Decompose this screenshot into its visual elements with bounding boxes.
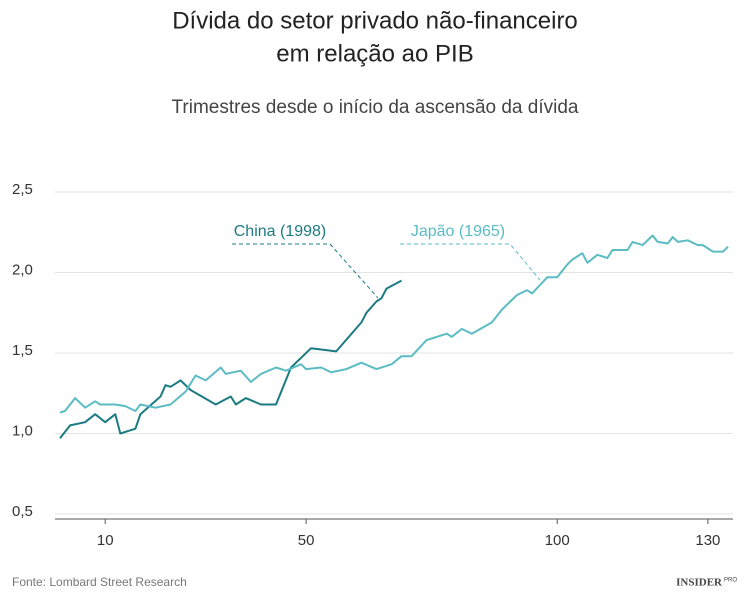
- chart-title: em relação ao PIB: [276, 40, 473, 67]
- y-tick-label: 1,5: [12, 342, 33, 359]
- source: Fonte: Lombard Street Research: [12, 575, 187, 589]
- chart-title: Dívida do setor privado não-financeiro: [172, 7, 578, 34]
- x-tick-label: 100: [545, 532, 570, 549]
- leader-line: [400, 243, 541, 281]
- x-tick-label: 130: [695, 532, 720, 549]
- y-tick-label: 2,0: [12, 261, 33, 278]
- x-tick-label: 50: [298, 532, 315, 549]
- chart-subtitle: Trimestres desde o início da ascensão da…: [172, 97, 579, 118]
- series-line: [59, 234, 729, 414]
- x-tick-label: 10: [97, 532, 114, 549]
- series-label: Japão (1965): [411, 223, 505, 240]
- y-tick-label: 1,0: [12, 422, 33, 439]
- series-line: [59, 279, 402, 439]
- logo: INSIDER: [676, 577, 723, 589]
- series-label: China (1998): [234, 223, 327, 240]
- leader-line: [232, 243, 379, 299]
- y-tick-label: 0,5: [12, 503, 33, 520]
- y-tick-label: 2,5: [12, 181, 33, 198]
- logo-badge: PRO: [724, 578, 737, 584]
